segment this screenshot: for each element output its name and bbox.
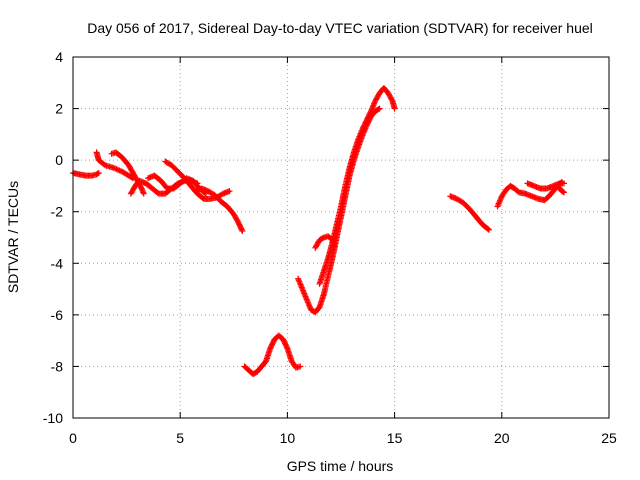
series-arc8 bbox=[241, 332, 304, 378]
plot-frame bbox=[72, 56, 610, 419]
data-point-fill bbox=[94, 170, 101, 177]
data-point-fill bbox=[367, 109, 374, 116]
y-axis-label: SDTVAR / TECUs bbox=[5, 181, 21, 293]
data-point bbox=[560, 180, 567, 187]
series-arc11 bbox=[316, 84, 398, 287]
y-tick-label: -8 bbox=[51, 358, 64, 374]
data-point bbox=[140, 190, 147, 197]
data-point bbox=[239, 228, 246, 235]
data-point-fill bbox=[375, 106, 382, 113]
y-tick-label: 0 bbox=[55, 152, 63, 168]
x-tick-label: 10 bbox=[280, 430, 296, 446]
series-arc15 bbox=[554, 182, 567, 196]
series-arc7 bbox=[192, 185, 246, 235]
x-tick-label: 20 bbox=[494, 430, 510, 446]
data-series bbox=[70, 84, 567, 378]
series-arc9 bbox=[295, 105, 383, 316]
series-arc1 bbox=[70, 170, 102, 179]
grid bbox=[73, 57, 609, 418]
x-tick-label: 0 bbox=[69, 430, 77, 446]
series-arc12 bbox=[447, 193, 492, 233]
data-point-fill bbox=[238, 226, 245, 233]
series-arc14 bbox=[524, 180, 567, 192]
data-point bbox=[376, 105, 383, 112]
data-point-fill bbox=[559, 188, 566, 195]
data-point bbox=[560, 189, 567, 196]
data-point bbox=[95, 170, 102, 177]
data-point bbox=[226, 188, 233, 195]
y-tick-label: -10 bbox=[43, 410, 63, 426]
data-point bbox=[297, 363, 304, 370]
y-tick-label: -2 bbox=[51, 204, 64, 220]
series-arc6 bbox=[162, 158, 233, 202]
series-arc2 bbox=[93, 149, 137, 182]
data-point-fill bbox=[484, 225, 491, 232]
x-axis-label: GPS time / hours bbox=[287, 458, 394, 474]
y-tick-label: 4 bbox=[55, 49, 63, 65]
y-tick-label: -6 bbox=[51, 307, 64, 323]
x-tick-label: 25 bbox=[601, 430, 617, 446]
chart-title: Day 056 of 2017, Sidereal Day-to-day VTE… bbox=[87, 20, 593, 36]
data-point-fill bbox=[283, 344, 290, 351]
y-tick-label: 2 bbox=[55, 101, 63, 117]
data-point bbox=[391, 105, 398, 112]
x-tick-label: 5 bbox=[176, 430, 184, 446]
data-point bbox=[485, 226, 492, 233]
x-tick-label: 15 bbox=[387, 430, 403, 446]
y-tick-label: -4 bbox=[51, 255, 64, 271]
